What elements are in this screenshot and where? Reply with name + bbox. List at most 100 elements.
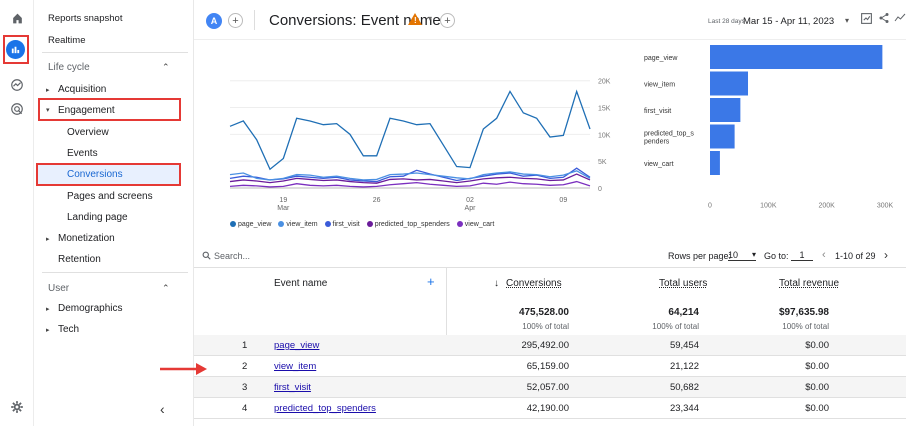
expand-arrow-icon[interactable]: ▸: [46, 87, 50, 94]
total-users-pct: 100% of total: [652, 322, 699, 331]
event-name-link[interactable]: page_view: [274, 340, 320, 351]
revenue-cell: $0.00: [805, 340, 829, 351]
rows-per-page-select[interactable]: 10 ▾: [728, 250, 756, 261]
sidebar-item-acquisition[interactable]: Acquisition: [58, 84, 107, 95]
legend-dot: [324, 221, 331, 228]
title-dropdown-icon[interactable]: ▾: [428, 14, 433, 23]
add-title-icon[interactable]: +: [440, 13, 455, 28]
row-index: 3: [242, 382, 248, 393]
x-tick-label: 100K: [760, 203, 777, 210]
collapse-arrow-icon[interactable]: ▾: [46, 107, 50, 114]
x-tick-month: Apr: [464, 205, 476, 212]
users-cell: 23,344: [669, 403, 699, 414]
legend-item-page-view[interactable]: page_view: [230, 221, 271, 228]
y-tick-label: 0: [598, 186, 602, 193]
sidebar-item-tech[interactable]: Tech: [58, 324, 80, 335]
bar-predicted-top-spenders[interactable]: [710, 124, 735, 149]
column-header-total-revenue[interactable]: Total revenue: [779, 278, 840, 289]
event-name-link[interactable]: first_visit: [274, 382, 311, 393]
sidebar-item-landing-page[interactable]: Landing page: [67, 212, 128, 223]
sidebar-item-conversions[interactable]: Conversions: [67, 169, 123, 180]
chevron-down-icon: ▾: [751, 250, 756, 259]
bar-page-view[interactable]: [710, 45, 883, 69]
conversions-cell: 42,190.00: [526, 403, 569, 414]
bar-view-item[interactable]: [710, 71, 749, 96]
sidebar-item-retention[interactable]: Retention: [58, 254, 101, 265]
expand-arrow-icon[interactable]: ▸: [46, 327, 50, 334]
explore-icon[interactable]: [7, 75, 27, 95]
column-header-total-users[interactable]: Total users: [659, 278, 708, 289]
divider: [42, 52, 188, 53]
x-tick-label: 26: [367, 197, 387, 205]
home-icon[interactable]: [7, 8, 27, 28]
y-tick-label: 5K: [598, 159, 607, 166]
table-row[interactable]: 1 page_view 295,492.00 59,454 $0.00: [194, 335, 906, 356]
table-row[interactable]: 2 view_item 65,159.00 21,122 $0.00: [194, 356, 906, 377]
goto-label: Go to:: [764, 251, 789, 261]
sidebar-item-engagement[interactable]: Engagement: [58, 105, 115, 116]
table-row[interactable]: 3 first_visit 52,057.00 50,682 $0.00: [194, 377, 906, 398]
legend-label: predicted_top_spenders: [374, 221, 450, 228]
sidebar-item-monetization[interactable]: Monetization: [58, 233, 115, 244]
column-header-event-name[interactable]: Event name: [274, 278, 328, 289]
sidebar-item-pages-and-screens[interactable]: Pages and screens: [67, 191, 153, 202]
goto-input[interactable]: 1: [791, 250, 813, 261]
chevron-up-icon[interactable]: ⌃: [162, 283, 170, 293]
conversions-cell: 65,159.00: [526, 361, 569, 372]
series-line-predicted-top-spenders: [229, 173, 591, 184]
sidebar-item-overview[interactable]: Overview: [67, 127, 109, 138]
legend-dot: [278, 221, 285, 228]
x-tick-label: 02 Apr: [460, 197, 480, 213]
section-user-header[interactable]: User: [48, 283, 70, 294]
revenue-cell: $0.00: [805, 403, 829, 414]
add-comparison-icon[interactable]: +: [228, 13, 243, 28]
prev-page-icon[interactable]: ‹: [822, 249, 826, 261]
warning-icon[interactable]: [408, 13, 422, 25]
column-header-conversions[interactable]: Conversions: [506, 278, 562, 289]
sidebar-item-reports-snapshot[interactable]: Reports snapshot: [48, 13, 123, 24]
reports-highlight-box: [3, 35, 29, 64]
admin-gear-icon[interactable]: [7, 397, 27, 417]
legend-dot: [230, 221, 236, 228]
date-range-prefix: Last 28 days: [708, 18, 745, 25]
sidebar-item-demographics[interactable]: Demographics: [58, 303, 123, 314]
x-tick-day: 19: [279, 197, 288, 204]
event-name-link[interactable]: view_item: [274, 361, 317, 372]
total-revenue: $97,635.98: [778, 307, 829, 318]
x-tick-label: 09: [553, 197, 573, 205]
y-tick-label: 15K: [598, 106, 611, 113]
date-dropdown-icon[interactable]: ▾: [845, 16, 850, 25]
bar-category-label: view_item: [644, 82, 675, 89]
bar-view-cart[interactable]: [710, 151, 720, 175]
date-range-picker[interactable]: Mar 15 - Apr 11, 2023: [743, 16, 835, 27]
series-line-view-item: [229, 170, 591, 181]
comparison-avatar[interactable]: A: [206, 13, 222, 29]
search-input[interactable]: Search...: [214, 251, 251, 261]
chevron-up-icon[interactable]: ⌃: [162, 62, 170, 72]
sidebar-item-realtime[interactable]: Realtime: [48, 35, 86, 46]
expand-arrow-icon[interactable]: ▸: [46, 306, 50, 313]
sidebar-item-events[interactable]: Events: [67, 148, 98, 159]
bar-first-visit[interactable]: [710, 98, 741, 122]
chart-area: 0 5K 10K 15K 20K 19 Mar 26 02 Apr 09 page_view vi…: [194, 40, 906, 240]
sidebar: Reports snapshot Realtime Life cycle ⌃ ▸…: [34, 0, 194, 426]
legend-item-view-cart[interactable]: view_cart: [456, 221, 494, 228]
sort-desc-icon: ↓: [494, 278, 499, 289]
customize-report-icon[interactable]: [860, 12, 873, 28]
share-icon[interactable]: [878, 12, 890, 27]
reports-icon[interactable]: [6, 40, 25, 59]
advertising-icon[interactable]: [7, 99, 27, 119]
collapse-sidebar-icon[interactable]: ‹: [160, 401, 165, 417]
legend-item-predicted-top-spenders[interactable]: predicted_top_spenders: [366, 221, 450, 228]
legend-item-view-item[interactable]: view_item: [278, 221, 318, 228]
insights-icon[interactable]: [894, 12, 906, 27]
add-dimension-icon[interactable]: +: [427, 274, 435, 289]
bar-chart: page_view view_item first_visit predicted_t…: [644, 45, 893, 210]
table-row[interactable]: 4 predicted_top_spenders 42,190.00 23,34…: [194, 398, 906, 419]
next-page-icon[interactable]: ›: [884, 248, 888, 262]
event-name-link[interactable]: predicted_top_spenders: [274, 403, 376, 414]
annotation-arrow-icon: [160, 363, 207, 375]
legend-item-first-visit[interactable]: first_visit: [324, 221, 360, 228]
expand-arrow-icon[interactable]: ▸: [46, 236, 50, 243]
section-lifecycle-header[interactable]: Life cycle: [48, 62, 90, 73]
